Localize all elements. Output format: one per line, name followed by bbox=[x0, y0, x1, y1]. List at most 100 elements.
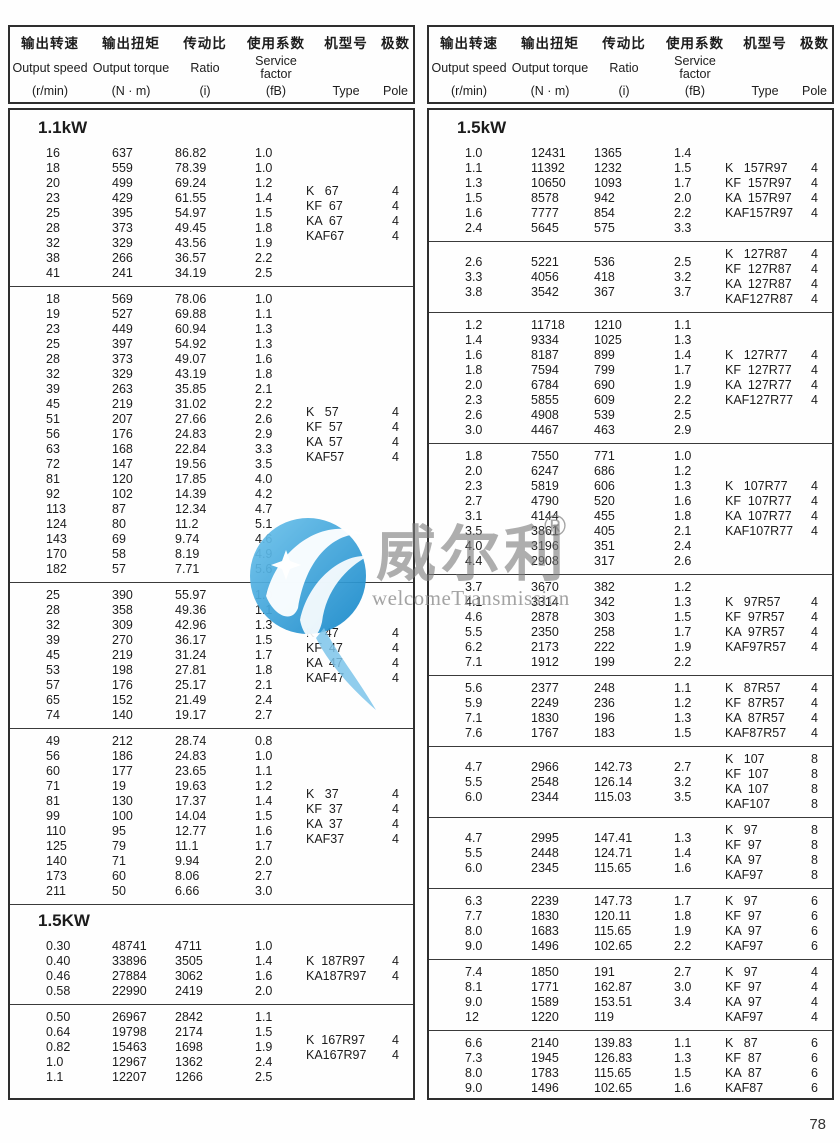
cell-output-speed: 56 bbox=[46, 749, 60, 763]
cell-service-factor: 1.2 bbox=[674, 580, 692, 594]
cell-service-factor: 2.7 bbox=[255, 708, 273, 722]
cell-output-speed: 6.0 bbox=[465, 860, 483, 875]
table-row: 0.58 22990 2419 2.0 bbox=[10, 984, 302, 999]
cell-output-speed: 143 bbox=[46, 532, 67, 546]
cell-output-torque: 10650 bbox=[531, 176, 566, 190]
table-row: 1.6 8187 899 1.4 bbox=[429, 348, 721, 363]
cell-ratio: 771 bbox=[594, 449, 615, 463]
type-label: K 57 bbox=[306, 404, 339, 419]
table-row: 20 499 69.24 1.2 bbox=[10, 176, 302, 191]
table-row: 53 198 27.81 1.8 bbox=[10, 663, 302, 678]
cell-output-speed: 3.7 bbox=[465, 580, 483, 594]
cell-ratio: 102.65 bbox=[594, 939, 633, 953]
cell-output-speed: 2.3 bbox=[465, 393, 483, 407]
cell-output-torque: 1496 bbox=[531, 939, 559, 953]
cell-output-speed: 1.3 bbox=[465, 176, 483, 190]
type-label: KA 157R97 bbox=[725, 191, 792, 205]
cell-service-factor: 1.0 bbox=[255, 939, 273, 953]
type-row: KF 97 6 bbox=[725, 909, 818, 924]
cell-output-torque: 2140 bbox=[531, 1036, 559, 1050]
cell-service-factor: 1.8 bbox=[674, 909, 692, 923]
type-label: K 37 bbox=[306, 786, 339, 801]
header-label-zh: 使用系数 bbox=[666, 36, 724, 51]
cell-output-speed: 170 bbox=[46, 547, 67, 561]
block-separator bbox=[10, 286, 413, 287]
cell-output-speed: 1.5 bbox=[465, 191, 483, 205]
type-label: KF 107 bbox=[725, 767, 769, 781]
cell-output-speed: 4.1 bbox=[465, 595, 483, 609]
block-separator bbox=[429, 817, 832, 818]
cell-output-torque: 1589 bbox=[531, 995, 559, 1009]
pole-value: 4 bbox=[811, 348, 818, 362]
cell-output-torque: 2878 bbox=[531, 610, 559, 624]
pole-value: 4 bbox=[392, 816, 399, 831]
type-label: K 97 bbox=[725, 894, 758, 908]
header-col-pole: 极数 Pole bbox=[378, 32, 413, 98]
pole-value: 8 bbox=[811, 797, 818, 811]
table-row: 143 69 9.74 4.6 bbox=[10, 532, 302, 547]
pole-value: 4 bbox=[811, 363, 818, 377]
cell-output-torque: 1220 bbox=[531, 1010, 559, 1024]
pole-value: 4 bbox=[811, 524, 818, 538]
table-row: 1.2 11718 1210 1.1 bbox=[429, 318, 721, 333]
table-row: 99 100 14.04 1.5 bbox=[10, 809, 302, 824]
cell-output-torque: 2995 bbox=[531, 830, 559, 845]
cell-ratio: 34.19 bbox=[175, 266, 207, 280]
cell-service-factor: 1.7 bbox=[255, 839, 273, 853]
cell-service-factor: 1.3 bbox=[255, 337, 273, 351]
cell-ratio: 55.97 bbox=[175, 588, 207, 602]
table-row: 32 329 43.19 1.8 bbox=[10, 367, 302, 382]
cell-output-torque: 2350 bbox=[531, 625, 559, 639]
cell-output-speed: 0.50 bbox=[46, 1010, 71, 1024]
cell-ratio: 236 bbox=[594, 696, 615, 710]
block-separator bbox=[10, 904, 413, 905]
cell-output-speed: 0.30 bbox=[46, 939, 71, 953]
cell-service-factor: 2.1 bbox=[255, 382, 273, 396]
table-row: 18 569 78.06 1.0 bbox=[10, 292, 302, 307]
cell-ratio: 24.83 bbox=[175, 749, 207, 763]
cell-output-torque: 71 bbox=[112, 854, 126, 868]
type-row: KF 157R97 4 bbox=[725, 176, 818, 191]
table-row: 1.1 11392 1232 1.5 bbox=[429, 161, 721, 176]
cell-ratio: 418 bbox=[594, 269, 615, 284]
type-label: KA 97 bbox=[725, 924, 762, 938]
cell-output-torque: 449 bbox=[112, 322, 133, 336]
type-label: KAF157R97 bbox=[725, 206, 794, 220]
cell-output-torque: 4908 bbox=[531, 408, 559, 422]
cell-ratio: 78.06 bbox=[175, 292, 207, 306]
cell-ratio: 3062 bbox=[175, 969, 203, 983]
data-rows: 0.30 48741 4711 1.0 0.40 33896 3505 1.4 0.46 2788… bbox=[10, 939, 302, 999]
table-row: 3.3 4056 418 3.2 bbox=[429, 270, 721, 285]
cell-output-torque: 5819 bbox=[531, 479, 559, 493]
cell-service-factor: 1.1 bbox=[255, 1010, 273, 1024]
type-label: KAF87R57 bbox=[725, 726, 787, 740]
table-row: 4.4 2908 317 2.6 bbox=[429, 554, 721, 569]
cell-output-torque: 8187 bbox=[531, 348, 559, 362]
block-separator bbox=[429, 746, 832, 747]
type-list: K 87R57 4 KF 87R57 4 KA 87R57 4 KAF87R57 4 bbox=[721, 681, 832, 741]
cell-output-torque: 2345 bbox=[531, 860, 559, 875]
cell-output-torque: 219 bbox=[112, 648, 133, 662]
type-row: KA 47 4 bbox=[306, 656, 399, 671]
pole-value: 4 bbox=[811, 393, 818, 407]
cell-service-factor: 3.0 bbox=[255, 884, 273, 898]
cell-output-speed: 32 bbox=[46, 618, 60, 632]
table-row: 16 637 86.82 1.0 bbox=[10, 146, 302, 161]
type-list: K 37 4 KF 37 4 KA 37 4 KAF37 4 bbox=[302, 787, 413, 847]
type-row: K 87R57 4 bbox=[725, 681, 818, 696]
header-col-type: 机型号 Type bbox=[733, 32, 797, 98]
cell-output-speed: 6.3 bbox=[465, 894, 483, 908]
header-unit: Type bbox=[751, 84, 779, 98]
cell-output-torque: 80 bbox=[112, 517, 126, 531]
type-row: KF 107R77 4 bbox=[725, 494, 818, 509]
cell-service-factor: 1.1 bbox=[255, 603, 273, 617]
type-row: KA 107R77 4 bbox=[725, 509, 818, 524]
type-row: K 167R97 4 bbox=[306, 1033, 399, 1048]
block-separator bbox=[429, 675, 832, 676]
cell-ratio: 17.37 bbox=[175, 794, 207, 808]
header-col-output-speed: 输出转速 Output speed (r/min) bbox=[10, 32, 90, 98]
cell-output-torque: 7777 bbox=[531, 206, 559, 220]
cell-service-factor: 1.1 bbox=[255, 764, 273, 778]
spec-block: 7.4 1850 191 2.7 8.1 1771 162.87 3.0 9.0 1589 153.… bbox=[429, 960, 832, 1030]
block-separator bbox=[429, 959, 832, 960]
